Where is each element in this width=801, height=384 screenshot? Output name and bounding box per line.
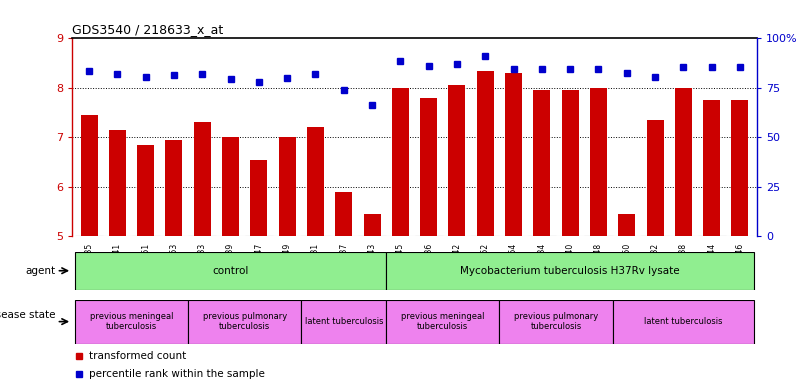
Bar [330, 300, 358, 344]
Bar [731, 100, 748, 236]
Bar [528, 300, 556, 344]
Bar [533, 90, 550, 236]
Bar [669, 252, 698, 290]
Bar [726, 300, 754, 344]
Text: agent: agent [25, 266, 55, 276]
Bar [386, 252, 754, 290]
Bar [675, 88, 692, 236]
Bar [703, 100, 720, 236]
Bar [75, 252, 386, 290]
Bar [273, 252, 301, 290]
Bar [131, 252, 160, 290]
Bar [669, 300, 698, 344]
Bar [449, 85, 465, 236]
Text: previous meningeal
tuberculosis: previous meningeal tuberculosis [401, 312, 485, 331]
Text: transformed count: transformed count [89, 351, 187, 361]
Bar [613, 300, 641, 344]
Bar [188, 252, 216, 290]
Bar [166, 140, 183, 236]
Bar [251, 159, 268, 236]
Bar [471, 300, 499, 344]
Bar [358, 252, 386, 290]
Bar [421, 98, 437, 236]
Bar [584, 300, 613, 344]
Bar [726, 252, 754, 290]
Bar [499, 252, 528, 290]
Bar [471, 252, 499, 290]
Bar [698, 252, 726, 290]
Bar [75, 300, 188, 344]
Bar [103, 300, 131, 344]
Bar [160, 252, 188, 290]
Bar [499, 300, 613, 344]
Bar [194, 122, 211, 236]
Bar [216, 300, 245, 344]
Bar [415, 252, 443, 290]
Text: previous pulmonary
tuberculosis: previous pulmonary tuberculosis [514, 312, 598, 331]
Bar [477, 71, 493, 236]
Bar [364, 214, 380, 236]
Text: control: control [212, 266, 249, 276]
Text: Mycobacterium tuberculosis H37Rv lysate: Mycobacterium tuberculosis H37Rv lysate [461, 266, 680, 276]
Bar [75, 300, 103, 344]
Bar [301, 252, 330, 290]
Bar [415, 300, 443, 344]
Text: percentile rank within the sample: percentile rank within the sample [89, 369, 265, 379]
Bar [279, 137, 296, 236]
Bar [301, 300, 386, 344]
Bar [273, 300, 301, 344]
Bar [584, 252, 613, 290]
Bar [386, 252, 415, 290]
Bar [556, 300, 584, 344]
Bar [160, 300, 188, 344]
Bar [392, 88, 409, 236]
Bar [590, 88, 607, 236]
Bar [443, 252, 471, 290]
Text: latent tuberculosis: latent tuberculosis [644, 317, 723, 326]
Bar [618, 214, 635, 236]
Bar [336, 192, 352, 236]
Bar [386, 300, 499, 344]
Bar [528, 252, 556, 290]
Bar [613, 300, 754, 344]
Bar [188, 300, 301, 344]
Bar [188, 300, 216, 344]
Bar [641, 252, 669, 290]
Bar [641, 300, 669, 344]
Text: previous meningeal
tuberculosis: previous meningeal tuberculosis [90, 312, 173, 331]
Text: previous pulmonary
tuberculosis: previous pulmonary tuberculosis [203, 312, 287, 331]
Bar [646, 120, 663, 236]
Bar [613, 252, 641, 290]
Bar [499, 300, 528, 344]
Text: GDS3540 / 218633_x_at: GDS3540 / 218633_x_at [72, 23, 223, 36]
Bar [307, 127, 324, 236]
Bar [443, 300, 471, 344]
Bar [222, 137, 239, 236]
Bar [301, 300, 330, 344]
Bar [75, 252, 103, 290]
Bar [81, 115, 98, 236]
Bar [556, 252, 584, 290]
Bar [505, 73, 522, 236]
Text: latent tuberculosis: latent tuberculosis [304, 317, 383, 326]
Bar [131, 300, 160, 344]
Bar [562, 90, 578, 236]
Bar [245, 252, 273, 290]
Bar [245, 300, 273, 344]
Bar [109, 130, 126, 236]
Bar [103, 252, 131, 290]
Text: disease state: disease state [0, 310, 55, 320]
Bar [698, 300, 726, 344]
Bar [330, 252, 358, 290]
Bar [358, 300, 386, 344]
Bar [386, 300, 415, 344]
Bar [216, 252, 245, 290]
Bar [137, 145, 154, 236]
